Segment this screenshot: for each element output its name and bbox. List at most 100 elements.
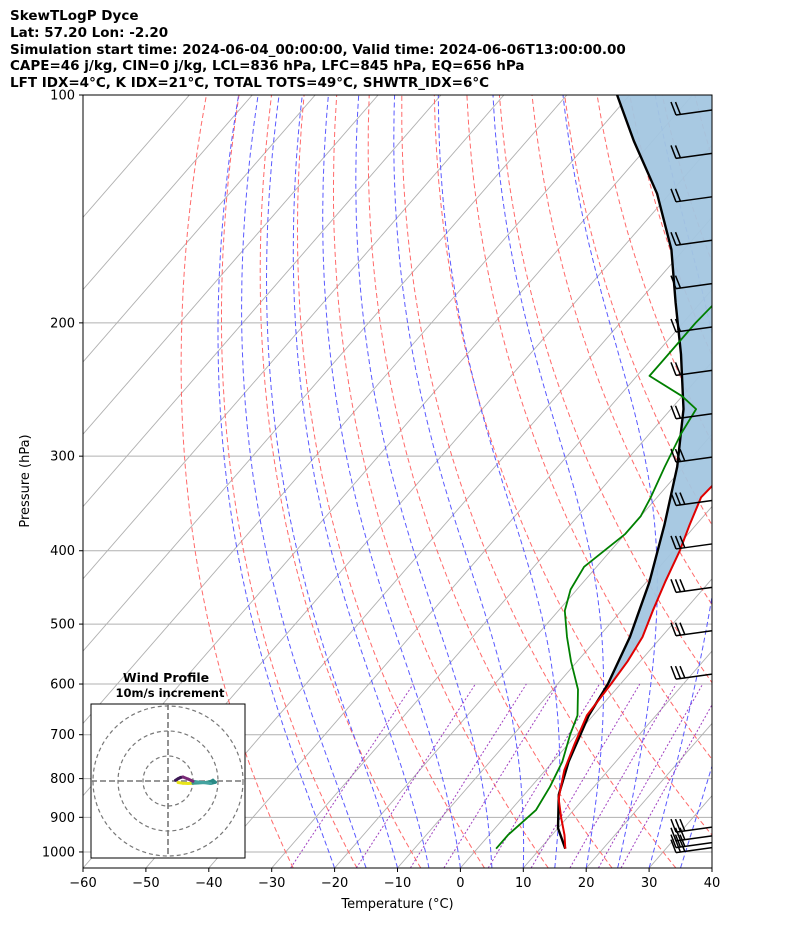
stability-indices-1: CAPE=46 j/kg, CIN=0 j/kg, LCL=836 hPa, L… — [10, 58, 525, 75]
isotherm — [522, 650, 712, 868]
y-tick-label: 1000 — [42, 845, 75, 860]
wind-barb-flag — [670, 665, 677, 680]
y-tick-label: 800 — [50, 772, 75, 787]
wind-barb-flag — [670, 827, 677, 842]
isotherm — [460, 578, 712, 868]
wind-barb-flag — [679, 492, 686, 506]
cape-area — [586, 95, 712, 716]
moist-adiabat — [393, 95, 525, 868]
x-tick-label: −40 — [195, 876, 222, 891]
hodograph-segment — [174, 777, 180, 782]
wind-barb-flag — [679, 622, 686, 636]
wind-barb-flag — [674, 448, 682, 463]
isotherm — [334, 433, 712, 868]
y-tick-label: 900 — [50, 811, 75, 826]
wind-barb-flag — [670, 405, 677, 420]
wind-barb-staff — [675, 326, 713, 333]
mixing-ratio-line — [530, 683, 641, 868]
y-tick-label: 300 — [50, 450, 75, 465]
wind-barb-flag — [674, 362, 682, 376]
x-tick-label: 10 — [515, 876, 532, 891]
x-tick-label: 30 — [641, 876, 658, 891]
moist-adiabat — [711, 866, 712, 868]
wind-barb-flag — [674, 818, 682, 832]
wind-barb-staff — [675, 239, 713, 246]
dry-adiabat — [367, 95, 613, 868]
wind-barb-staff — [675, 629, 713, 637]
wind-barb-flag — [679, 839, 686, 853]
wind-barb-flag — [670, 231, 677, 246]
chart-header: SkewTLogP Dyce Lat: 57.20 Lon: -2.20 Sim… — [10, 8, 626, 92]
wind-barb-staff — [675, 196, 713, 203]
moist-adiabat — [648, 95, 712, 868]
stability-indices-2: LFT IDX=4°C, K IDX=21°C, TOTAL TOTS=49°C… — [10, 75, 490, 92]
background-lines — [83, 95, 712, 868]
isotherm — [83, 95, 379, 435]
wind-barb-staff — [675, 826, 713, 833]
dry-adiabat — [401, 95, 677, 868]
wind-barb-flag — [679, 579, 686, 592]
wind-barb-staff — [675, 456, 713, 463]
isotherm — [83, 95, 631, 725]
moist-adiabat — [265, 95, 398, 868]
moist-adiabat — [562, 95, 658, 868]
wind-barb-staff — [675, 282, 713, 290]
x-tick-label: −20 — [321, 876, 348, 891]
wind-barb-flag — [679, 448, 686, 462]
moist-adiabat — [437, 95, 561, 868]
mixing-ratio-line — [443, 683, 559, 868]
cape-fill — [586, 95, 712, 716]
wind-barb-flag — [674, 579, 682, 593]
y-tick-label: 400 — [50, 544, 75, 559]
x-tick-label: 20 — [578, 876, 595, 891]
moist-adiabat — [241, 95, 367, 868]
moist-adiabat — [322, 95, 461, 868]
x-axis-label: Temperature (°C) — [340, 897, 453, 912]
isotherm — [83, 95, 442, 508]
wind-barb-flag — [670, 535, 677, 550]
wind-barb-flag — [670, 839, 677, 853]
wind-barb-flag — [670, 362, 677, 376]
dry-adiabat — [221, 95, 358, 868]
wind-barb-flag — [670, 275, 677, 289]
y-tick-label: 500 — [50, 618, 75, 633]
simulation-times: Simulation start time: 2024-06-04_00:00:… — [10, 41, 626, 58]
wind-barb-flag — [670, 834, 677, 848]
wind-profile-inset: Wind Profile 10m/s increment — [90, 670, 246, 859]
wind-barb-flag — [679, 818, 686, 832]
wind-barb-flag — [674, 405, 682, 419]
wind-barb-flag — [670, 101, 677, 116]
isotherm — [83, 95, 505, 580]
wind-barb-flag — [670, 145, 677, 159]
hodograph-subtitle: 10m/s increment — [116, 686, 225, 700]
wind-barb-flag — [679, 834, 686, 848]
dry-adiabat — [433, 95, 712, 836]
y-tick-label: 600 — [50, 678, 75, 693]
x-tick-label: 0 — [456, 876, 464, 891]
wind-barb-flag — [670, 318, 677, 333]
profile-lines — [495, 95, 712, 850]
wind-barb-staff — [675, 835, 713, 842]
dry-adiabat — [466, 95, 712, 761]
wind-barb-staff — [675, 846, 713, 854]
wind-barb-staff — [675, 673, 713, 680]
isotherm — [711, 867, 712, 868]
isotherm — [83, 95, 316, 363]
wind-barb-flag — [674, 839, 682, 853]
wind-barb-staff — [675, 369, 713, 377]
mixing-ratio-line — [355, 683, 476, 868]
wind-barb-flag — [674, 318, 682, 332]
wind-barb-flag — [674, 275, 682, 289]
x-tick-label: −60 — [69, 876, 96, 891]
mixing-ratio-line — [409, 683, 527, 868]
wind-barb-flag — [674, 101, 682, 115]
dry-adiabat — [564, 95, 712, 526]
wind-barbs — [670, 101, 713, 854]
wind-barb-staff — [675, 543, 713, 550]
isotherm — [397, 505, 712, 868]
wind-barb-flag — [670, 492, 677, 506]
wind-barb-flag — [679, 665, 686, 679]
x-tick-label: −10 — [384, 876, 411, 891]
dewpoint-line — [495, 304, 712, 850]
